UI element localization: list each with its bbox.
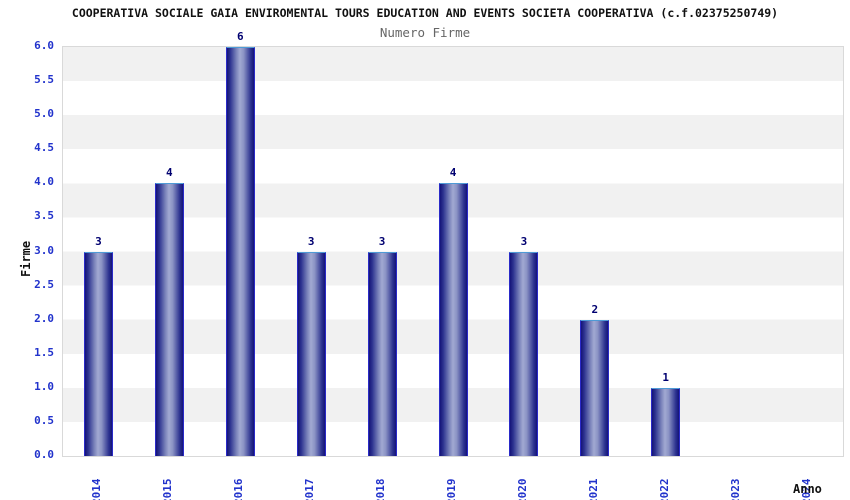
bar: [83, 251, 113, 456]
bar: [651, 387, 681, 456]
x-tick-label: 2015: [161, 478, 175, 500]
x-axis-label: Anno: [793, 482, 822, 496]
y-tick-label: 0.5: [34, 413, 54, 427]
x-tick-label: 2018: [374, 478, 388, 500]
y-tick-label: 1.0: [34, 379, 54, 393]
x-tick-label: 2019: [445, 478, 458, 500]
bar-value-label: 3: [307, 234, 315, 248]
bar: [438, 183, 468, 456]
x-tick-label: 2023: [728, 478, 742, 500]
y-tick-label: 3.5: [34, 209, 54, 223]
bar-value-label: 1: [662, 370, 670, 384]
bar: [225, 47, 255, 456]
y-tick-label: 5.0: [34, 107, 54, 121]
bar-value-label: 6: [236, 30, 244, 43]
chart-subtitle: Numero Firme: [379, 25, 471, 40]
y-tick-label: 4.0: [34, 175, 54, 189]
chart-title: COOPERATIVA SOCIALE GAIA ENVIROMENTAL TO…: [71, 6, 779, 20]
bar: [154, 183, 184, 456]
y-tick-label: 2.5: [34, 277, 54, 291]
x-tick-label: 2014: [90, 478, 104, 500]
bar-value-label: 3: [95, 234, 102, 248]
y-tick-label: 2.0: [34, 311, 54, 325]
bar-value-label: 4: [166, 166, 173, 180]
bar-value-label: 3: [378, 234, 386, 248]
bar: [580, 319, 610, 456]
bar-value-label: 3: [520, 234, 528, 248]
x-tick-label: 2020: [515, 478, 529, 500]
y-tick-label: 4.5: [34, 141, 54, 155]
y-tick-label: 0.0: [34, 448, 54, 461]
y-tick-label: 6.0: [34, 39, 54, 52]
bar-value-label: 4: [449, 166, 457, 180]
x-tick-label: 2017: [303, 478, 317, 500]
bar: [296, 251, 326, 456]
y-tick-label: 3.0: [34, 243, 54, 257]
bar-value-label: 2: [591, 302, 599, 316]
x-tick-label: 2021: [586, 478, 600, 500]
x-tick-label: 2022: [657, 478, 671, 500]
x-tick-label: 2016: [232, 478, 246, 500]
bar: [509, 251, 539, 456]
bar: [367, 251, 397, 456]
y-tick-label: 5.5: [34, 73, 54, 87]
plot-area: 3 4 6 3 3 4 3 2 1: [62, 30, 844, 457]
y-tick-label: 1.5: [34, 345, 54, 359]
